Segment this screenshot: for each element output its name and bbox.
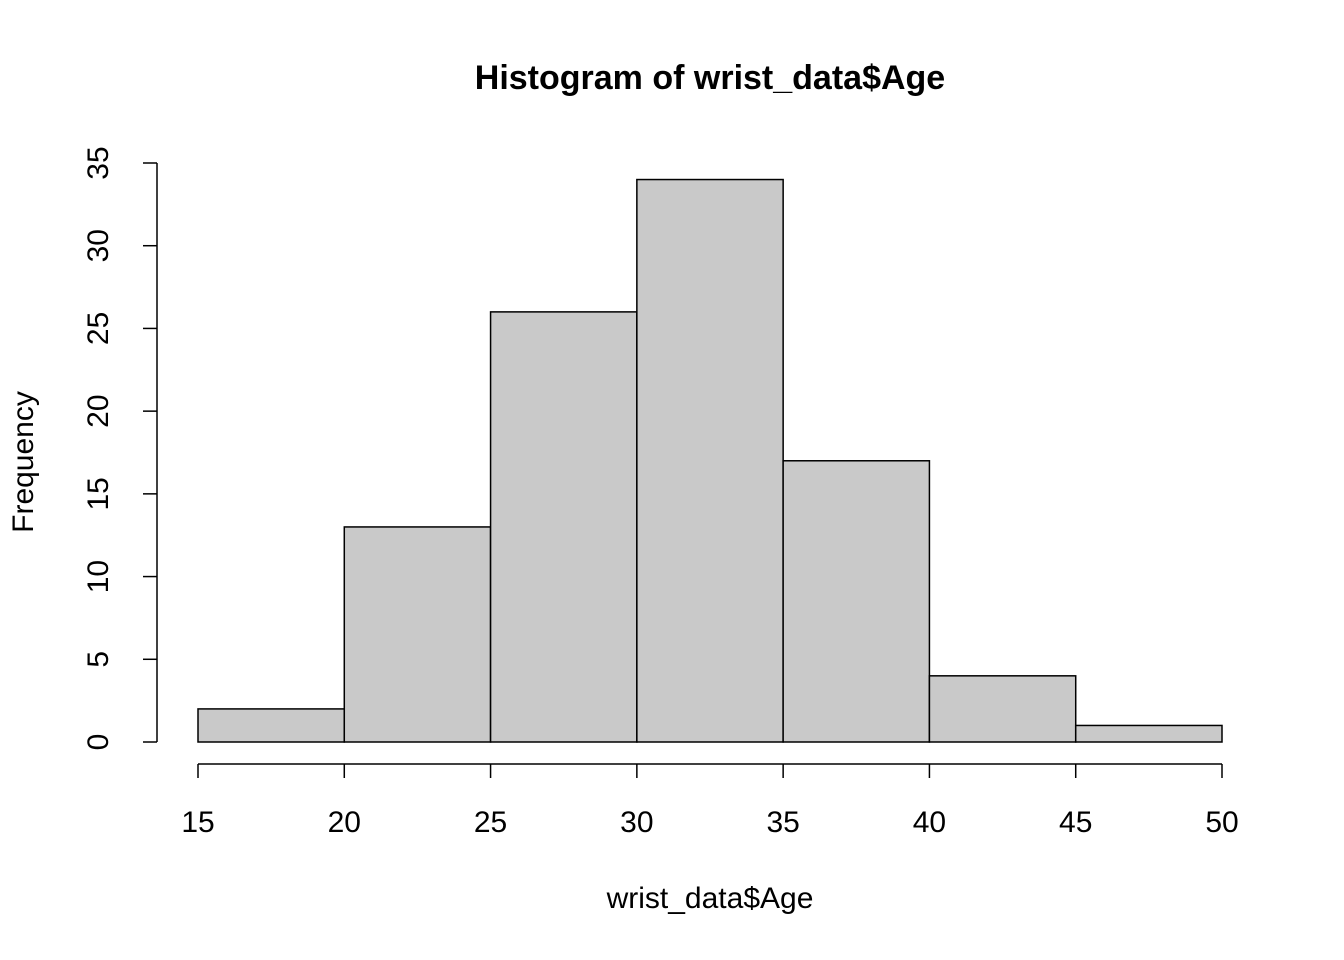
- x-tick-label: 40: [913, 806, 946, 839]
- x-tick-label: 15: [181, 806, 214, 839]
- y-tick-label: 20: [82, 394, 115, 427]
- bar: [197, 708, 346, 743]
- y-tick-label: 25: [82, 312, 115, 345]
- x-tick-label: 45: [1059, 806, 1092, 839]
- y-tick-label: 10: [82, 560, 115, 593]
- bar: [489, 311, 638, 743]
- bar: [1074, 724, 1223, 743]
- y-axis-label: Frequency: [7, 391, 40, 533]
- y-tick-label: 0: [82, 734, 115, 751]
- x-tick-label: 20: [328, 806, 361, 839]
- bar: [636, 178, 784, 743]
- y-tick-label: 35: [82, 146, 115, 179]
- y-tick-label: 15: [82, 477, 115, 510]
- chart-title: Histogram of wrist_data$Age: [475, 59, 945, 97]
- x-tick-label: 50: [1205, 806, 1238, 839]
- y-tick-label: 5: [82, 651, 115, 668]
- x-tick-label: 35: [766, 806, 799, 839]
- bar: [928, 675, 1077, 743]
- y-tick-label: 30: [82, 229, 115, 262]
- x-axis-label: wrist_data$Age: [606, 882, 814, 915]
- x-tick-label: 30: [620, 806, 653, 839]
- x-tick-label: 25: [474, 806, 507, 839]
- bar: [343, 526, 492, 743]
- bar: [782, 460, 931, 743]
